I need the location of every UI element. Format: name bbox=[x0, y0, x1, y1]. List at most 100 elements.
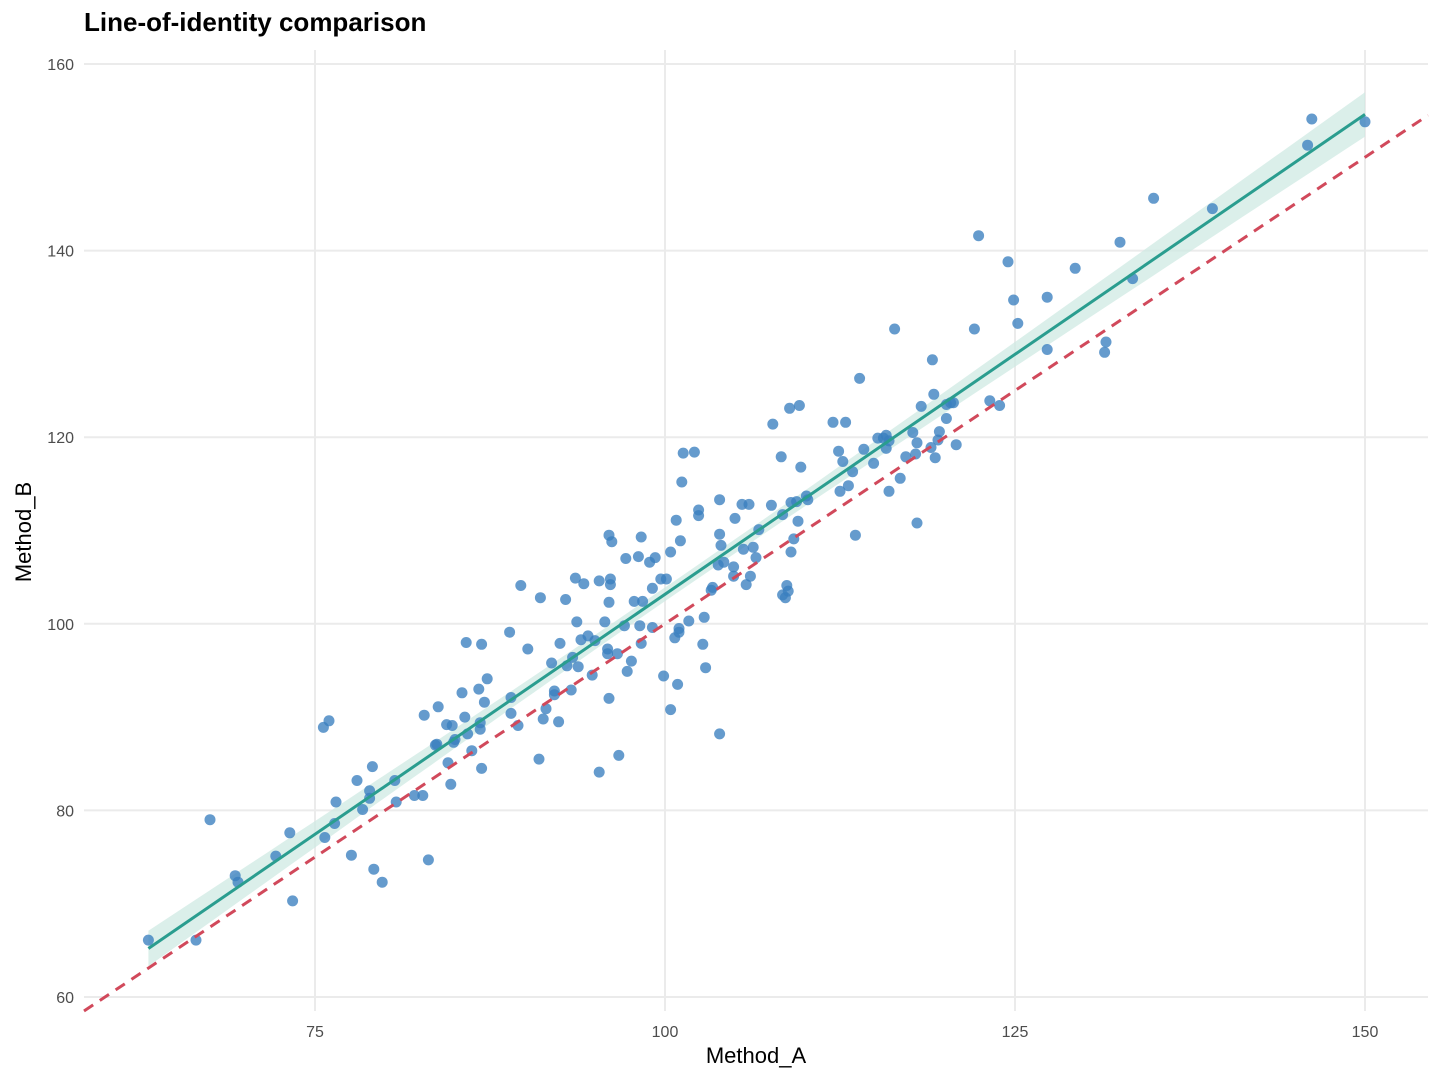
data-point bbox=[635, 531, 647, 543]
data-point bbox=[775, 451, 787, 463]
data-point bbox=[894, 472, 906, 484]
data-point bbox=[456, 687, 468, 699]
data-point bbox=[929, 452, 941, 464]
data-point bbox=[603, 596, 615, 608]
data-point bbox=[446, 720, 458, 731]
data-point bbox=[473, 683, 485, 695]
chart-title: Line-of-identity comparison bbox=[84, 7, 426, 37]
data-point bbox=[534, 592, 546, 604]
data-point bbox=[1100, 336, 1112, 348]
data-point bbox=[984, 395, 996, 407]
data-point bbox=[737, 543, 749, 555]
data-point bbox=[915, 400, 927, 412]
fit-line bbox=[147, 113, 1366, 950]
data-point bbox=[569, 572, 581, 584]
data-point bbox=[714, 528, 726, 540]
y-tick-label: 100 bbox=[47, 617, 74, 634]
data-point bbox=[728, 561, 740, 573]
data-point bbox=[697, 638, 709, 650]
x-tick-label: 150 bbox=[1352, 1024, 1379, 1041]
data-point bbox=[729, 512, 741, 524]
data-point bbox=[476, 638, 488, 650]
data-point bbox=[504, 626, 516, 638]
data-point bbox=[673, 626, 685, 638]
y-tick-label: 160 bbox=[47, 57, 74, 74]
data-point bbox=[728, 570, 740, 582]
data-point bbox=[408, 790, 420, 801]
data-point bbox=[858, 443, 870, 455]
data-point bbox=[637, 595, 649, 607]
data-point bbox=[782, 585, 794, 597]
data-point bbox=[1008, 294, 1020, 306]
data-point bbox=[422, 854, 434, 866]
data-point bbox=[973, 230, 985, 242]
data-point bbox=[649, 552, 661, 564]
data-point bbox=[460, 637, 472, 648]
data-point bbox=[1359, 116, 1371, 128]
data-point bbox=[767, 418, 779, 430]
data-point bbox=[287, 895, 299, 907]
data-point bbox=[854, 372, 866, 384]
data-point bbox=[533, 753, 545, 765]
data-point bbox=[522, 643, 534, 655]
data-point bbox=[418, 709, 430, 721]
x-axis-ticks: 75 100 125 150 bbox=[306, 1024, 1378, 1041]
data-point bbox=[459, 711, 471, 723]
y-tick-label: 120 bbox=[47, 430, 74, 447]
data-point bbox=[688, 446, 700, 458]
x-tick-label: 100 bbox=[652, 1024, 679, 1041]
data-point bbox=[554, 637, 566, 649]
data-point bbox=[842, 480, 854, 492]
y-axis-title: Method_B bbox=[11, 482, 36, 582]
data-point bbox=[142, 934, 154, 946]
data-point bbox=[670, 514, 682, 526]
data-point bbox=[933, 426, 945, 438]
data-point bbox=[565, 684, 577, 696]
data-point bbox=[1041, 344, 1053, 355]
data-point bbox=[632, 551, 644, 563]
data-point bbox=[603, 692, 615, 704]
data-point bbox=[445, 778, 457, 790]
data-point bbox=[765, 499, 777, 511]
data-point bbox=[994, 400, 1006, 411]
data-point bbox=[665, 546, 677, 558]
data-point bbox=[693, 510, 705, 522]
data-point bbox=[606, 536, 618, 548]
data-point bbox=[1306, 113, 1318, 125]
data-point bbox=[481, 673, 493, 685]
data-point bbox=[911, 437, 923, 449]
data-point bbox=[707, 581, 719, 593]
data-point bbox=[611, 648, 623, 660]
data-point bbox=[750, 552, 762, 564]
data-point bbox=[910, 448, 922, 460]
data-point bbox=[834, 485, 846, 497]
data-point bbox=[900, 451, 912, 463]
data-point bbox=[747, 541, 759, 553]
data-point bbox=[1002, 256, 1014, 268]
data-point bbox=[833, 445, 845, 457]
x-tick-label: 125 bbox=[1002, 1024, 1029, 1041]
data-point bbox=[714, 494, 726, 506]
data-point bbox=[553, 716, 565, 728]
data-point bbox=[683, 615, 695, 627]
y-tick-label: 60 bbox=[56, 990, 74, 1007]
data-point bbox=[1148, 192, 1160, 204]
data-point bbox=[674, 535, 686, 547]
data-point bbox=[284, 827, 296, 839]
data-point bbox=[660, 573, 672, 585]
y-tick-label: 80 bbox=[56, 803, 74, 820]
grid bbox=[84, 50, 1428, 1011]
data-point bbox=[700, 662, 712, 674]
y-axis-ticks: 60 80 100 120 140 160 bbox=[47, 57, 74, 1007]
data-point bbox=[432, 701, 444, 713]
data-point bbox=[330, 796, 342, 808]
data-point bbox=[628, 595, 640, 607]
lines-layer bbox=[83, 113, 1429, 1013]
data-point bbox=[926, 354, 938, 366]
data-point bbox=[795, 461, 807, 473]
y-tick-label: 140 bbox=[47, 244, 74, 261]
data-point bbox=[634, 620, 646, 632]
data-point bbox=[868, 457, 880, 469]
data-point bbox=[1114, 236, 1126, 248]
